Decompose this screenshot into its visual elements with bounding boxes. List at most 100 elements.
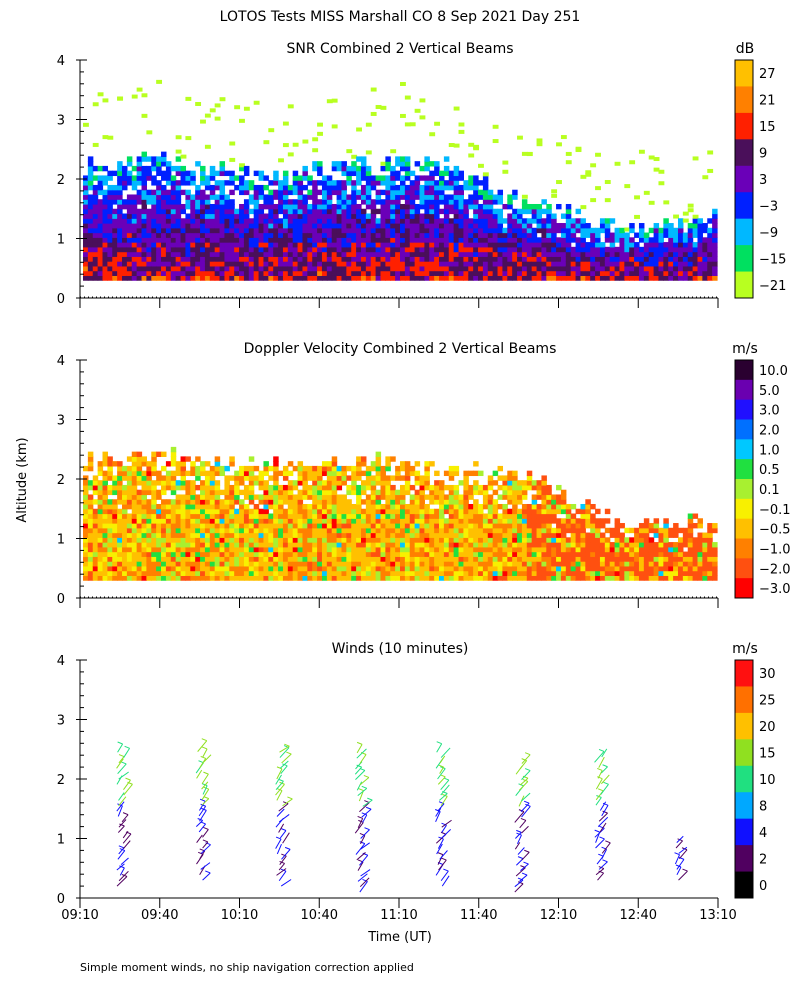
field-cell xyxy=(419,270,425,276)
field-cell xyxy=(102,461,108,467)
field-cell xyxy=(268,203,274,210)
field-cell xyxy=(546,565,552,572)
field-cell xyxy=(585,242,591,248)
field-cell xyxy=(634,270,640,276)
field-cell xyxy=(463,246,469,253)
field-cell xyxy=(341,518,347,524)
field-cell xyxy=(424,213,430,219)
field-cell xyxy=(414,546,421,553)
field-cell xyxy=(131,270,138,276)
field-cell xyxy=(443,532,450,538)
field-cell xyxy=(560,237,567,243)
field-cell xyxy=(224,237,230,243)
field-cell xyxy=(429,461,435,467)
field-cell xyxy=(97,256,104,262)
field-cell xyxy=(360,546,367,553)
field-cell xyxy=(131,246,138,253)
field-cell xyxy=(102,489,108,496)
field-cell xyxy=(346,465,352,472)
field-cell xyxy=(278,237,284,243)
field-cell xyxy=(234,480,240,486)
field-cell xyxy=(468,523,474,529)
field-cell xyxy=(434,213,440,219)
field-cell xyxy=(87,218,94,224)
field-cell xyxy=(331,561,338,567)
field-cell xyxy=(175,461,182,467)
field-cell xyxy=(131,251,138,257)
field-cell xyxy=(434,203,440,210)
field-cell xyxy=(229,570,235,576)
field-cell xyxy=(478,275,484,281)
field-cell xyxy=(604,570,611,576)
field-cell xyxy=(302,561,308,567)
field-cell xyxy=(400,81,406,86)
field-cell xyxy=(517,218,523,224)
field-cell xyxy=(356,203,362,210)
field-cell xyxy=(458,242,464,248)
field-cell xyxy=(551,242,557,248)
field-cell xyxy=(92,213,99,219)
field-cell xyxy=(312,265,318,272)
field-cell xyxy=(341,227,347,234)
field-cell xyxy=(439,551,445,557)
field-cell xyxy=(151,542,157,548)
field-cell xyxy=(136,175,143,181)
field-cell xyxy=(112,170,118,177)
field-cell xyxy=(487,275,494,281)
field-cell xyxy=(458,575,464,581)
field-cell xyxy=(478,218,484,224)
field-cell xyxy=(321,532,328,538)
field-cell xyxy=(312,513,318,519)
field-cell xyxy=(375,242,382,248)
field-cell xyxy=(565,237,572,243)
field-cell xyxy=(375,503,382,510)
field-cell xyxy=(531,480,538,486)
field-cell xyxy=(458,480,464,486)
field-cell xyxy=(331,465,338,472)
field-cell xyxy=(243,251,250,257)
field-cell xyxy=(482,199,489,205)
field-cell xyxy=(180,532,187,538)
field-cell xyxy=(526,546,533,553)
field-cell xyxy=(170,227,177,234)
field-cell xyxy=(243,261,250,267)
field-cell xyxy=(375,456,382,462)
field-cell xyxy=(170,475,177,481)
field-cell xyxy=(122,527,128,534)
field-cell xyxy=(170,184,177,191)
field-cell xyxy=(385,265,391,272)
field-cell xyxy=(282,475,289,481)
field-cell xyxy=(297,242,304,248)
field-cell xyxy=(102,275,108,281)
field-cell xyxy=(287,575,294,581)
field-cell xyxy=(214,489,221,496)
field-cell xyxy=(575,275,582,281)
field-cell xyxy=(536,503,543,510)
field-cell xyxy=(712,237,718,243)
field-cell xyxy=(395,494,401,500)
field-cell xyxy=(556,575,562,581)
field-cell xyxy=(351,551,357,557)
field-cell xyxy=(239,527,245,534)
field-cell xyxy=(214,203,221,210)
field-cell xyxy=(429,575,435,581)
field-cell xyxy=(434,180,440,186)
field-cell xyxy=(575,237,582,243)
field-cell xyxy=(131,208,138,215)
field-cell xyxy=(146,261,152,267)
field-cell xyxy=(92,542,99,548)
field-cell xyxy=(141,551,147,557)
field-cell xyxy=(468,508,474,515)
field-cell xyxy=(434,470,440,477)
field-cell xyxy=(117,199,123,205)
field-cell xyxy=(512,570,518,576)
field-cell xyxy=(629,251,635,257)
field-cell xyxy=(677,237,684,243)
field-cell xyxy=(473,256,479,262)
field-cell xyxy=(268,251,274,257)
field-cell xyxy=(263,489,269,496)
field-cell xyxy=(331,232,338,238)
field-cell xyxy=(92,199,99,205)
field-cell xyxy=(102,570,108,576)
field-cell xyxy=(102,213,108,219)
